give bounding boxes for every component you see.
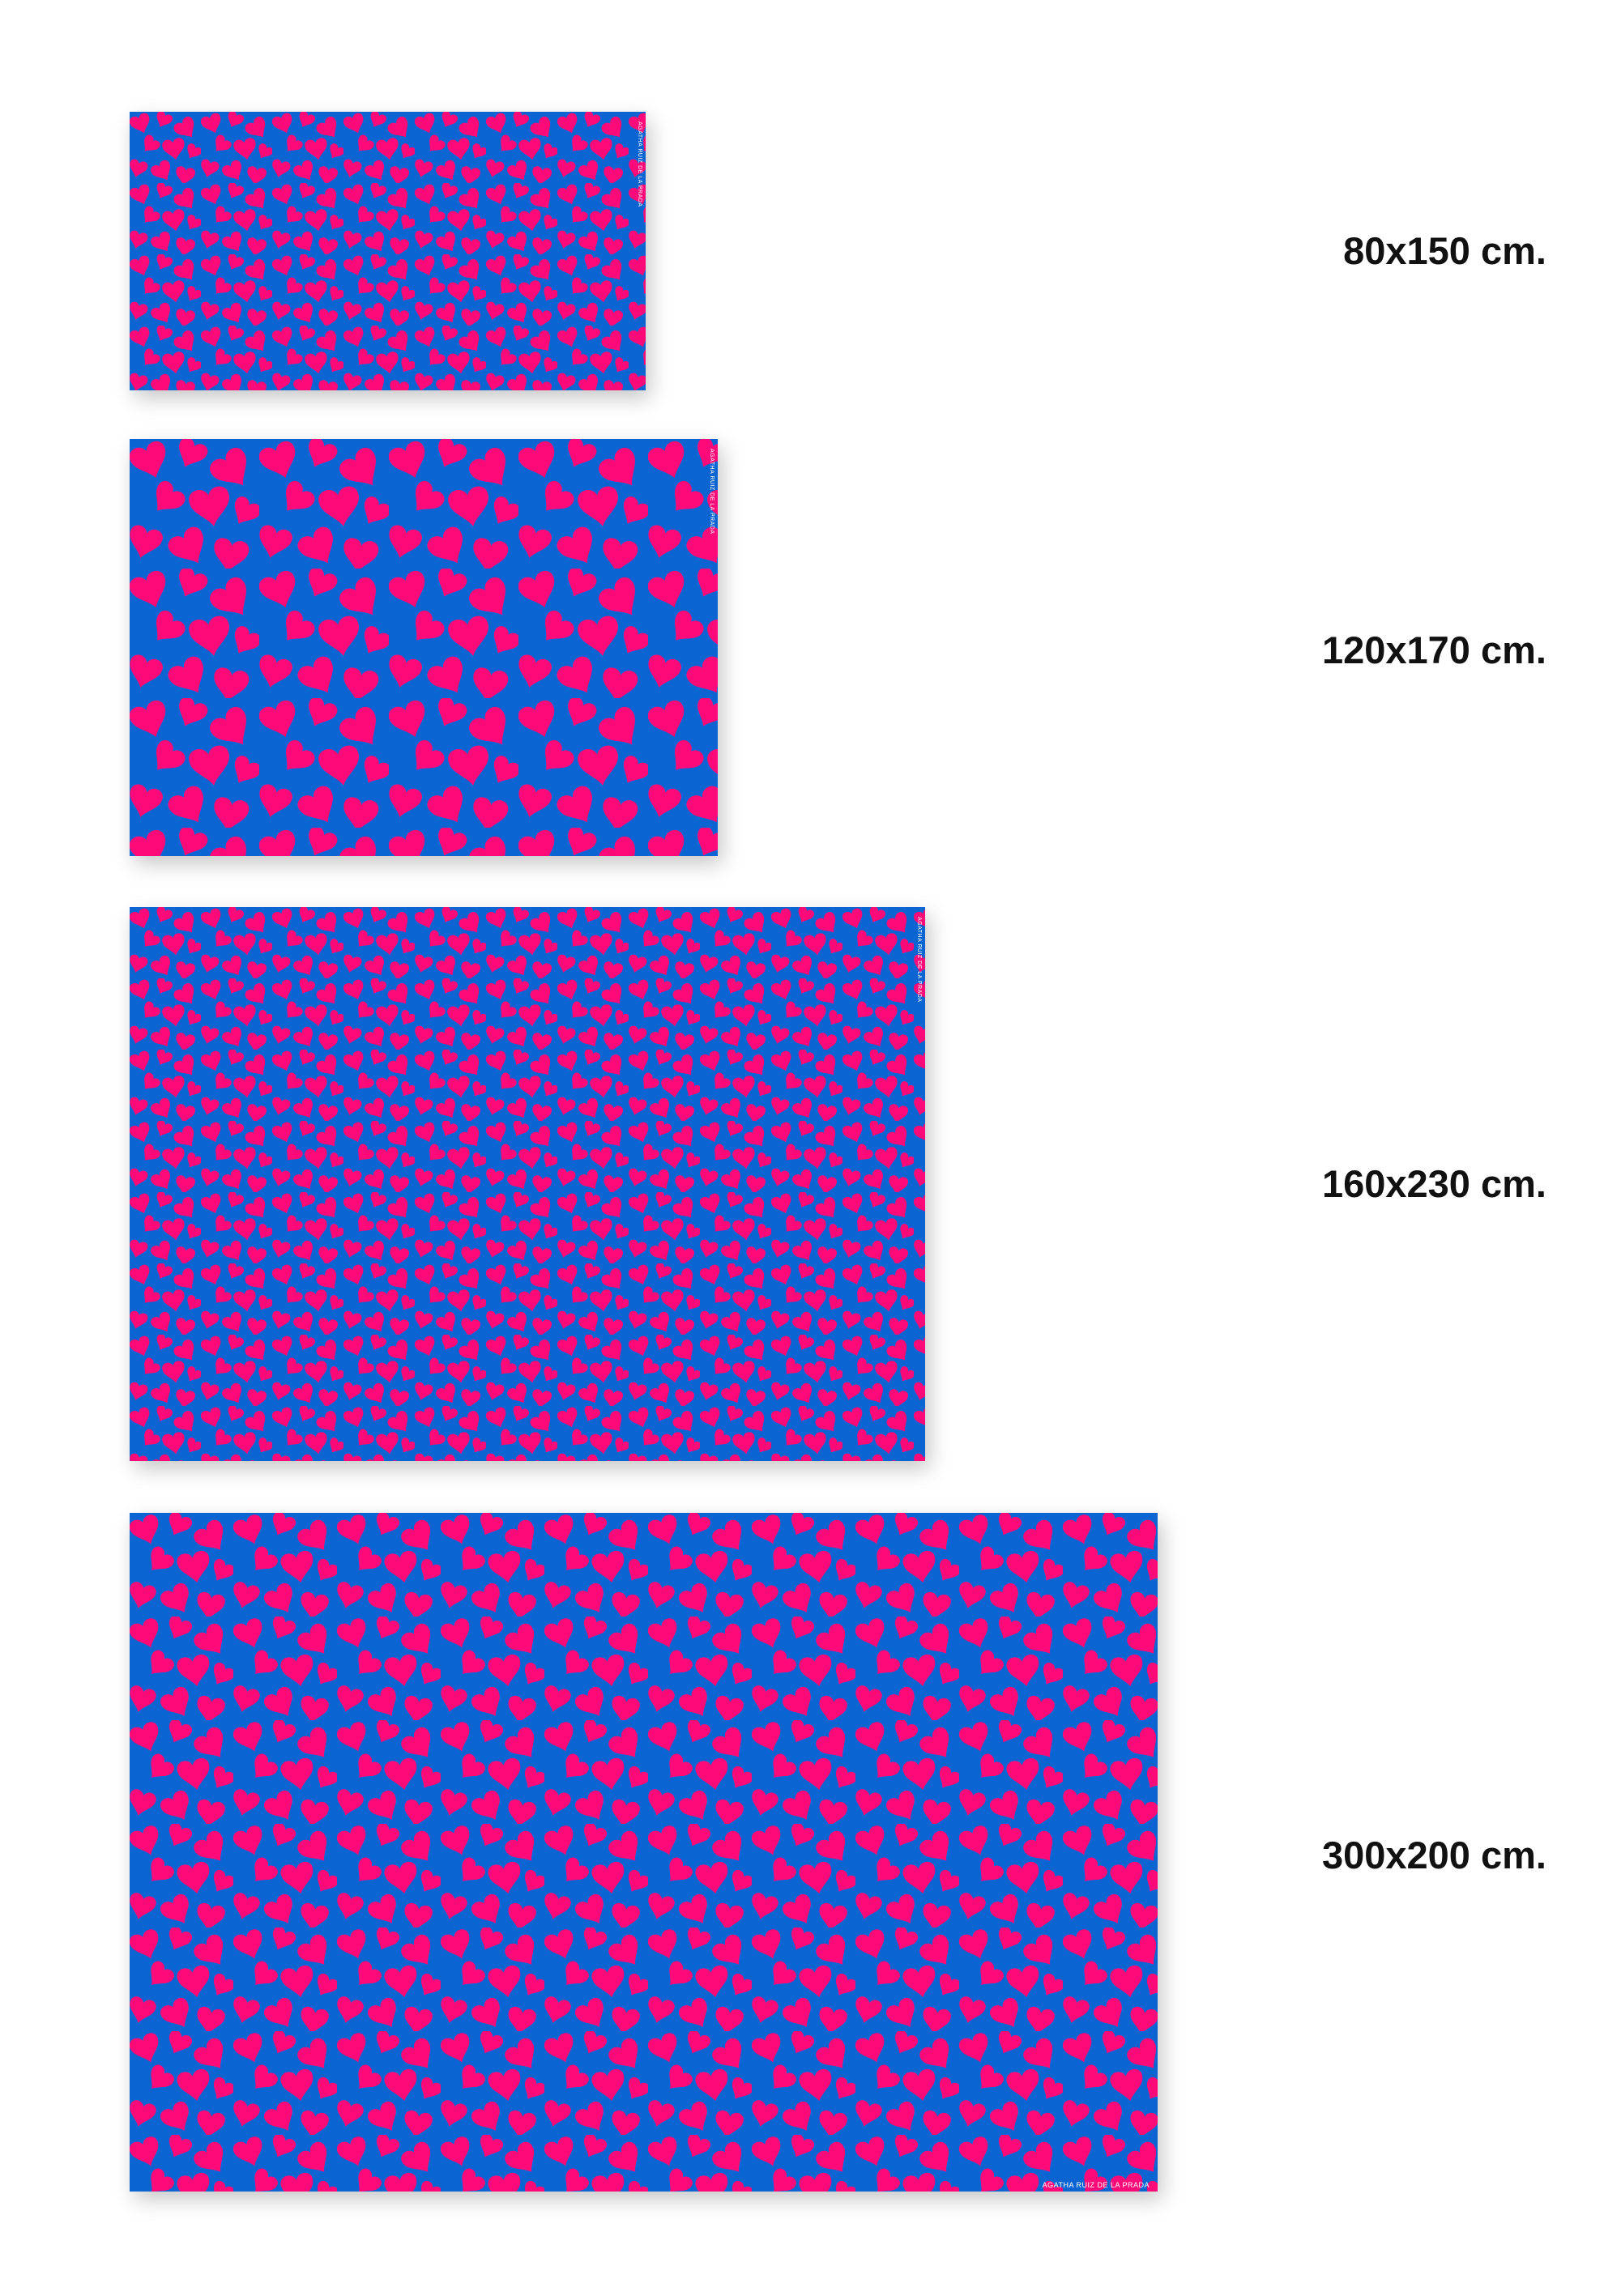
size-label-120x170: 120x170 cm.: [1321, 628, 1546, 671]
brand-watermark: AGATHA RUIZ DE LA PRADA: [1042, 2181, 1150, 2189]
rug-120x170: AGATHA RUIZ DE LA PRADA: [130, 439, 718, 856]
brand-watermark: AGATHA RUIZ DE LA PRADA: [916, 917, 922, 1003]
heart-pattern: [130, 112, 646, 390]
size-label-160x230: 160x230 cm.: [1321, 1162, 1546, 1205]
rug-160x230: AGATHA RUIZ DE LA PRADA: [130, 907, 925, 1461]
size-label-80x150: 80x150 cm.: [1343, 229, 1546, 272]
heart-pattern: [130, 907, 925, 1461]
rug-300x200: AGATHA RUIZ DE LA PRADA: [130, 1513, 1158, 2192]
size-label-300x200: 300x200 cm.: [1321, 1834, 1546, 1876]
heart-pattern: [130, 439, 718, 856]
brand-watermark: AGATHA RUIZ DE LA PRADA: [709, 449, 715, 535]
rug-80x150: AGATHA RUIZ DE LA PRADA: [130, 112, 646, 390]
heart-pattern: [130, 1513, 1158, 2192]
brand-watermark: AGATHA RUIZ DE LA PRADA: [637, 121, 642, 207]
